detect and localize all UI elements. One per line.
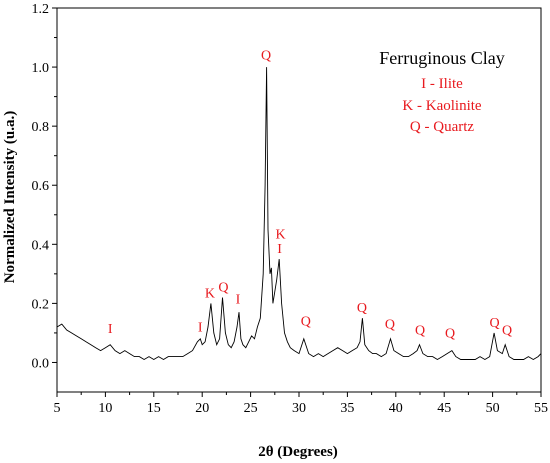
peak-label-q: Q xyxy=(357,301,367,316)
y-axis-title: Normalized Intensity (u.a.) xyxy=(2,111,18,284)
x-tick-label: 20 xyxy=(195,401,209,416)
xrd-trace-line xyxy=(56,67,542,361)
x-tick-label: 50 xyxy=(486,401,500,416)
x-axis-ticks: 5 10 15 20 25 30 35 40 45 50 55 xyxy=(54,392,548,416)
legend-box: Ferruginous Clay I - Ilite K - Kaolinite… xyxy=(379,48,505,135)
y-axis-ticks: 0.0 0.2 0.4 0.6 0.8 1.0 1.2 xyxy=(32,2,57,371)
y-tick-label: 0.6 xyxy=(32,179,50,194)
x-tick-label: 55 xyxy=(534,401,548,416)
x-axis-title: 2θ (Degrees) xyxy=(258,444,338,460)
peak-label-i: I xyxy=(108,322,113,337)
y-tick-label: 0.8 xyxy=(32,120,50,135)
y-tick-label: 0.4 xyxy=(32,238,50,253)
peak-label-q: Q xyxy=(445,326,455,341)
peak-label-q: Q xyxy=(301,315,311,330)
legend-item-kaolinite: K - Kaolinite xyxy=(402,98,481,114)
legend-item-quartz: Q - Quartz xyxy=(410,119,474,135)
peak-label-q: Q xyxy=(385,317,395,332)
peak-label-q: Q xyxy=(415,323,425,338)
x-tick-label: 40 xyxy=(389,401,403,416)
x-tick-label: 5 xyxy=(54,401,61,416)
peak-label-k: K xyxy=(205,286,215,301)
x-tick-label: 45 xyxy=(437,401,451,416)
x-tick-label: 25 xyxy=(244,401,258,416)
peak-label-i: I xyxy=(198,320,203,335)
legend-title: Ferruginous Clay xyxy=(379,48,505,68)
peak-label-q: Q xyxy=(261,49,271,64)
peak-label-i: I xyxy=(236,292,241,307)
x-tick-label: 15 xyxy=(147,401,161,416)
peak-label-i: I xyxy=(277,242,282,257)
y-tick-label: 0.2 xyxy=(32,297,50,312)
legend-item-illite: I - Ilite xyxy=(421,76,463,92)
y-tick-label: 1.0 xyxy=(32,61,50,76)
y-tick-label: 1.2 xyxy=(32,2,50,17)
x-tick-label: 10 xyxy=(98,401,112,416)
peak-label-q: Q xyxy=(218,281,228,296)
x-tick-label: 30 xyxy=(292,401,306,416)
peak-label-q: Q xyxy=(489,316,499,331)
peak-label-q: Q xyxy=(502,323,512,338)
x-tick-label: 35 xyxy=(340,401,354,416)
peak-label-k: K xyxy=(276,227,286,242)
y-tick-label: 0.0 xyxy=(32,356,50,371)
